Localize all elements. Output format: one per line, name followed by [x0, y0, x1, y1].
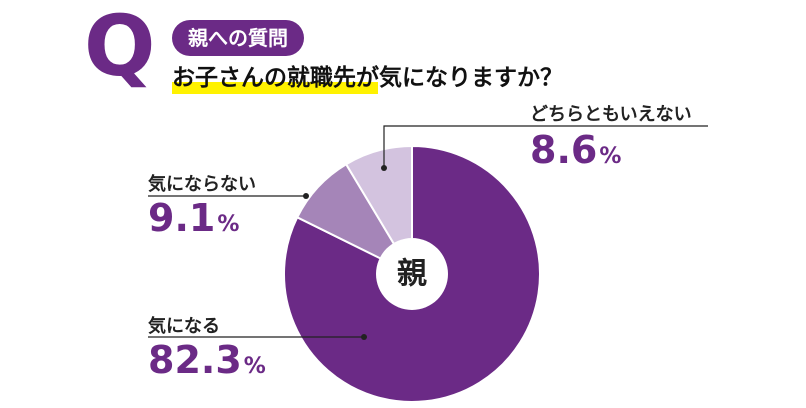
- leader-line-neutral-dot: [381, 165, 387, 171]
- question-badge: 親への質問: [172, 20, 304, 56]
- donut-center: [376, 238, 448, 310]
- leader-line-concerned-dot: [361, 334, 367, 340]
- leader-line-neutral: [383, 125, 708, 168]
- question-text: お子さんの就職先が気になりますか？: [172, 65, 563, 91]
- legend-label-neutral: どちらともいえない: [530, 104, 692, 125]
- leader-line-not-concerned-dot: [303, 193, 309, 199]
- donut-center-label: 親: [397, 257, 427, 292]
- question-highlight: [172, 82, 378, 94]
- legend-label-concerned: 気になる: [148, 316, 220, 337]
- q-letter: Q: [84, 0, 156, 95]
- legend-label-not-concerned: 気にならない: [148, 174, 256, 195]
- data-label-not-concerned: 9.1%: [148, 196, 240, 240]
- data-label-concerned: 82.3%: [148, 338, 266, 382]
- data-label-neutral: 8.6%: [530, 128, 622, 172]
